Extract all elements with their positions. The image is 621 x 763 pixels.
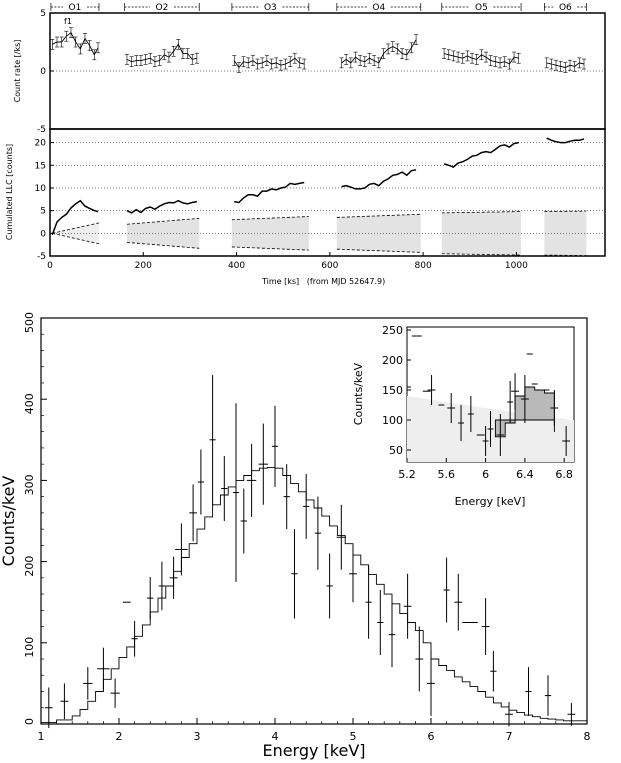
uncertainty-band bbox=[126, 218, 200, 249]
spectrum-model bbox=[41, 466, 587, 723]
inset-xtick-label: 5.6 bbox=[438, 468, 456, 481]
xtick-label: 5 bbox=[350, 730, 357, 743]
obs-label: O5 bbox=[475, 3, 488, 13]
inset-data bbox=[407, 335, 571, 456]
xtick-label: 600 bbox=[321, 261, 338, 271]
cumulated-llc-series bbox=[51, 137, 585, 235]
cumulated-llc-yticks: -5 0 5 10 15 20 bbox=[35, 139, 54, 262]
cumulated-llc-line bbox=[341, 169, 417, 190]
xtick-label: 400 bbox=[228, 261, 245, 271]
xtick-label: 4 bbox=[272, 730, 279, 743]
band-upper bbox=[231, 216, 309, 221]
inset-ytick-label: 150 bbox=[382, 384, 403, 397]
inset-xtick-label: 5.2 bbox=[398, 468, 416, 481]
band-lower bbox=[231, 246, 309, 251]
cumulated-llc-line bbox=[546, 137, 585, 144]
ytick-label: 400 bbox=[23, 393, 36, 414]
spectrum-ylabel: Counts/keV bbox=[0, 476, 18, 567]
count-rate-panel: O1 O2 O3 O4 O5 O6 -5 0 5 f1 Count rate [/ks] bbox=[13, 3, 606, 135]
xtick-label: 2 bbox=[116, 730, 123, 743]
xtick-label: 8 bbox=[584, 730, 591, 743]
cumulated-llc-ylabel: Cumulated LLC [counts] bbox=[5, 144, 14, 240]
band-upper bbox=[52, 222, 100, 234]
xtick-label: 3 bbox=[194, 730, 201, 743]
spectrum-ticks: 1 2 3 4 5 6 7 8 0 100 200 300 400 500 bbox=[23, 312, 591, 743]
inset-ticks: 5.2 5.6 6 6.4 6.8 50 100 150 200 250 bbox=[382, 324, 573, 481]
observation-labels: O1 O2 O3 O4 O5 O6 bbox=[50, 3, 587, 13]
ytick-label: 0 bbox=[40, 229, 46, 239]
inset-xtick-label: 6 bbox=[482, 468, 489, 481]
inset-ytick-label: 250 bbox=[382, 324, 403, 337]
time-xticks: 0 200 400 600 800 1000 bbox=[47, 252, 528, 271]
ytick-label: 20 bbox=[35, 139, 47, 149]
annotation-f1: f1 bbox=[64, 17, 72, 26]
inset-ylabel: Counts/keV bbox=[352, 362, 365, 425]
ytick-label: 0 bbox=[40, 67, 46, 77]
count-rate-line bbox=[52, 32, 99, 56]
band-upper bbox=[336, 213, 421, 218]
ytick-label: -5 bbox=[37, 125, 46, 135]
ytick-label: 100 bbox=[23, 637, 36, 658]
obs-label: O3 bbox=[264, 3, 277, 13]
ytick-label: 10 bbox=[35, 184, 47, 194]
inset-xtick-label: 6.4 bbox=[516, 468, 534, 481]
inset-xtick-label: 6.8 bbox=[555, 468, 573, 481]
spectrum-frame bbox=[40, 317, 588, 725]
xtick-label: 1 bbox=[38, 730, 45, 743]
uncertainty-band bbox=[52, 222, 99, 244]
count-rate-line bbox=[126, 43, 198, 63]
ytick-label: 5 bbox=[40, 9, 46, 19]
inset-panel: 5.2 5.6 6 6.4 6.8 50 100 150 200 250 Energy [keV]… bbox=[352, 324, 575, 508]
ytick-label: 500 bbox=[23, 312, 36, 333]
band-upper bbox=[126, 217, 200, 225]
xtick-label: 7 bbox=[506, 730, 513, 743]
obs-label: O6 bbox=[559, 3, 572, 13]
spectrum-panel: 1 2 3 4 5 6 7 8 0 100 200 300 400 500 Energy [keV] Co… bbox=[0, 312, 591, 760]
xtick-label: 1000 bbox=[505, 261, 528, 271]
model-step-line bbox=[41, 466, 587, 723]
cumulated-llc-line bbox=[126, 199, 198, 214]
count-rate-ylabel: Count rate [/ks] bbox=[13, 40, 22, 103]
uncertainty-bands bbox=[52, 210, 587, 256]
ytick-label: 5 bbox=[40, 207, 46, 217]
xtick-label: 0 bbox=[47, 261, 53, 271]
cumulated-llc-line bbox=[234, 181, 305, 204]
ytick-label: -5 bbox=[37, 252, 46, 262]
obs-label: O2 bbox=[156, 3, 169, 13]
cumulated-llc-line bbox=[443, 141, 519, 168]
cumulated-llc-line bbox=[51, 199, 99, 235]
band-lower bbox=[441, 253, 522, 256]
inset-ytick-label: 200 bbox=[382, 354, 403, 367]
spectrum-data bbox=[44, 374, 576, 729]
band-lower bbox=[52, 232, 100, 245]
uncertainty-band bbox=[441, 211, 522, 256]
count-rate-yticks: -5 0 5 bbox=[37, 9, 54, 135]
spectrum-xlabel: Energy [keV] bbox=[262, 741, 365, 760]
cumulated-llc-frame bbox=[49, 128, 606, 257]
cumulated-llc-gridlines bbox=[50, 142, 605, 257]
inset-ytick-label: 100 bbox=[382, 414, 403, 427]
ytick-label: 0 bbox=[23, 718, 36, 725]
xtick-label: 200 bbox=[135, 261, 152, 271]
time-xlabel: Time [ks] (from MJD 52647.9) bbox=[261, 277, 385, 286]
uncertainty-band bbox=[336, 214, 421, 253]
ytick-label: 15 bbox=[35, 161, 46, 171]
uncertainty-band bbox=[544, 211, 587, 256]
ytick-label: 200 bbox=[23, 556, 36, 577]
inset-xlabel: Energy [keV] bbox=[455, 495, 526, 508]
obs-label: O1 bbox=[69, 3, 82, 13]
xtick-label: 800 bbox=[415, 261, 432, 271]
band-upper bbox=[441, 211, 522, 214]
band-lower bbox=[126, 241, 200, 249]
band-lower bbox=[336, 248, 421, 253]
count-rate-line bbox=[233, 57, 305, 69]
uncertainty-band bbox=[231, 216, 309, 251]
obs-label: O4 bbox=[372, 3, 385, 13]
count-rate-series bbox=[50, 27, 587, 73]
inset-ytick-label: 50 bbox=[389, 444, 403, 457]
xtick-label: 6 bbox=[428, 730, 435, 743]
ytick-label: 300 bbox=[23, 474, 36, 495]
